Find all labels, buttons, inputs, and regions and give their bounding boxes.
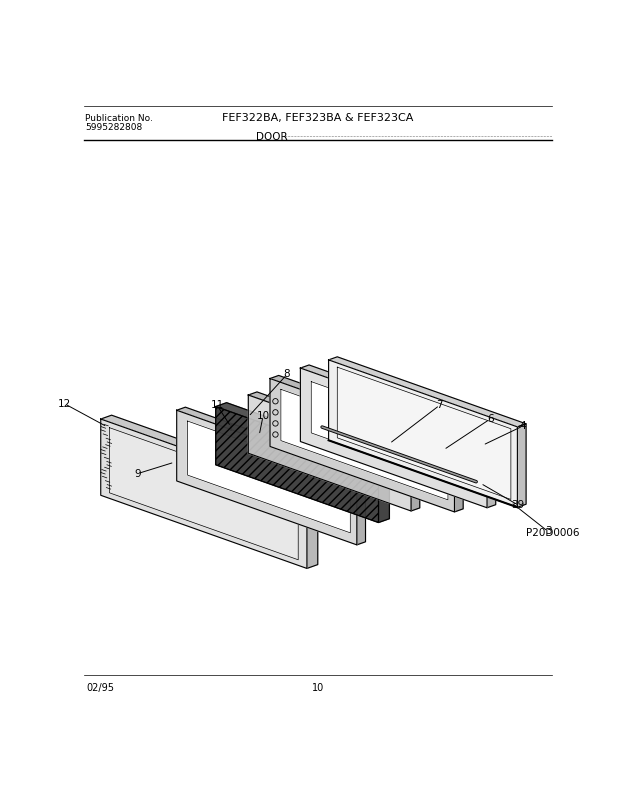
Text: 8: 8 [284,369,290,379]
Text: Publication No.: Publication No. [86,114,153,123]
Text: DOOR: DOOR [255,132,288,142]
Polygon shape [357,471,366,545]
Polygon shape [300,365,496,434]
Polygon shape [100,419,307,568]
Text: 9: 9 [134,469,141,479]
Polygon shape [177,410,357,545]
Polygon shape [177,407,366,474]
Text: FEF322BA, FEF323BA & FEF323CA: FEF322BA, FEF323BA & FEF323CA [222,112,414,123]
Text: 5995282808: 5995282808 [86,123,143,132]
Polygon shape [329,360,517,507]
Polygon shape [187,421,350,533]
Polygon shape [307,489,317,568]
Text: 39: 39 [511,500,525,510]
Polygon shape [454,441,463,512]
Text: 12: 12 [58,398,71,409]
Polygon shape [300,368,487,508]
Polygon shape [100,415,317,493]
Polygon shape [517,424,526,507]
Polygon shape [281,389,448,500]
Polygon shape [411,450,420,511]
Polygon shape [270,379,454,512]
Text: 10: 10 [312,683,324,693]
Polygon shape [216,402,389,465]
Text: P20D0006: P20D0006 [526,528,579,539]
Polygon shape [337,367,511,500]
Text: 4: 4 [520,421,526,431]
Text: 10: 10 [257,411,270,421]
Polygon shape [248,395,411,511]
Polygon shape [216,406,378,523]
Polygon shape [311,382,480,493]
Text: 3: 3 [545,527,551,536]
Polygon shape [270,375,463,444]
Polygon shape [487,431,496,508]
Polygon shape [329,357,526,427]
Polygon shape [248,392,420,453]
Polygon shape [109,428,298,559]
Text: 6: 6 [487,414,494,424]
Polygon shape [378,461,389,523]
Text: 02/95: 02/95 [87,683,115,693]
Text: 11: 11 [210,400,224,410]
Text: 7: 7 [436,400,443,410]
